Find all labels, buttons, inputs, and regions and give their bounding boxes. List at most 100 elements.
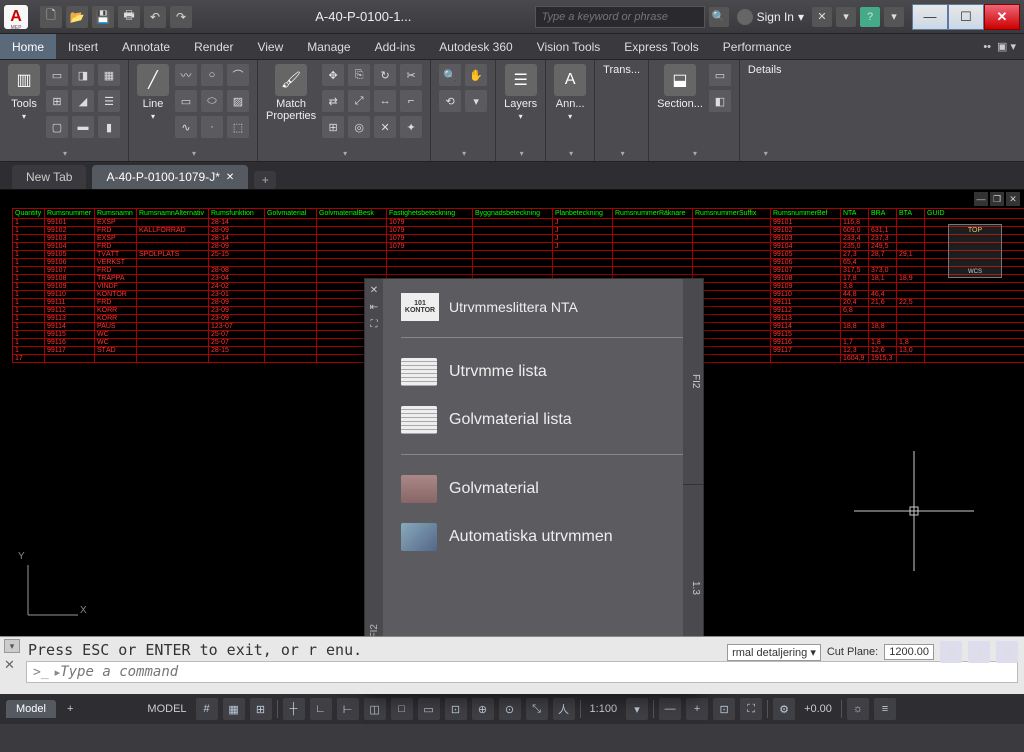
layout-add-icon[interactable]: + — [67, 703, 73, 715]
tab-expresstools[interactable]: Express Tools — [612, 34, 710, 59]
trim-icon[interactable]: ✂ — [400, 64, 422, 86]
sb-grid-icon[interactable]: # — [196, 698, 218, 720]
maximize-button[interactable]: ☐ — [948, 4, 984, 30]
sb-qp-icon[interactable]: ⊙ — [499, 698, 521, 720]
palette-item-golvmaterial[interactable]: Golvmaterial — [401, 465, 689, 513]
line-button[interactable]: ╱ Line ▾ — [137, 64, 169, 121]
qat-redo-icon[interactable]: ↷ — [170, 6, 192, 28]
sb-dynamic-icon[interactable]: ┼ — [283, 698, 305, 720]
details-button[interactable]: Details — [748, 64, 782, 76]
qat-undo-icon[interactable]: ↶ — [144, 6, 166, 28]
cmd-icon-2[interactable]: ◈ — [968, 641, 990, 663]
qat-new-icon[interactable]: 🗋 — [40, 6, 62, 28]
tab-manage[interactable]: Manage — [295, 34, 362, 59]
modelspace-label[interactable]: MODEL — [143, 703, 190, 715]
palette-tab-fi2[interactable]: FI2 — [683, 279, 703, 485]
polyline-icon[interactable]: 〰 — [175, 64, 197, 86]
stayconnected-icon[interactable]: ▾ — [836, 7, 856, 27]
palette-expand-icon[interactable]: ⛶ — [371, 319, 378, 330]
scale-label[interactable]: 1:100 — [586, 703, 622, 715]
sb-snap-icon[interactable]: ▦ — [223, 698, 245, 720]
ribbon-minimize-icon[interactable]: ▣ ▾ — [997, 40, 1016, 53]
views-icon[interactable]: ▾ — [465, 90, 487, 112]
matchprops-button[interactable]: 🖌 Match Properties — [266, 64, 316, 122]
elevation-label[interactable]: +0.00 — [800, 703, 836, 715]
panel-trans-label[interactable] — [603, 146, 640, 159]
qat-print-icon[interactable]: 🖶 — [118, 6, 140, 28]
circle-icon[interactable]: ○ — [201, 64, 223, 86]
wall-icon[interactable]: ▭ — [46, 64, 68, 86]
detail-level-dropdown[interactable]: rmal detaljering ▾ — [727, 644, 821, 661]
tools-button[interactable]: ▥ Tools ▾ — [8, 64, 40, 121]
copy-icon[interactable]: ⎘ — [348, 64, 370, 86]
explode-icon[interactable]: ✦ — [400, 116, 422, 138]
tab-insert[interactable]: Insert — [56, 34, 110, 59]
cmd-close-icon[interactable]: ✕ — [4, 657, 15, 673]
signin-button[interactable]: Sign In ▾ — [737, 9, 804, 25]
model-tab[interactable]: Model — [6, 700, 56, 718]
qat-open-icon[interactable]: 📂 — [66, 6, 88, 28]
door-icon[interactable]: ◨ — [72, 64, 94, 86]
hatch-icon[interactable]: ▨ — [227, 90, 249, 112]
sb-3dosnap-icon[interactable]: □ — [391, 698, 413, 720]
mdi-close-icon[interactable]: ✕ — [1006, 192, 1020, 206]
minimize-button[interactable]: — — [912, 4, 948, 30]
search-icon[interactable]: 🔍 — [709, 7, 729, 27]
command-input[interactable] — [60, 664, 1017, 680]
sect-icon[interactable]: ◧ — [709, 90, 731, 112]
sb-osnap-icon[interactable]: ◫ — [364, 698, 386, 720]
palette-close-icon[interactable]: ✕ — [370, 285, 378, 296]
cmd-icon-1[interactable]: ⊞ — [940, 641, 962, 663]
sb-custom-icon[interactable]: ≡ — [874, 698, 896, 720]
stretch-icon[interactable]: ↔ — [374, 90, 396, 112]
roof-icon[interactable]: ◢ — [72, 90, 94, 112]
arc-icon[interactable]: ⌒ — [227, 64, 249, 86]
scale-icon[interactable]: ⤢ — [348, 90, 370, 112]
tab-annotate[interactable]: Annotate — [110, 34, 182, 59]
elev-icon[interactable]: ▭ — [709, 64, 731, 86]
sb-otrack-icon[interactable]: ▭ — [418, 698, 440, 720]
sb-tpy-icon[interactable]: ⊕ — [472, 698, 494, 720]
palette-pin-icon[interactable]: ⇤ — [370, 302, 378, 313]
fillet-icon[interactable]: ⌐ — [400, 90, 422, 112]
doctab-new[interactable]: New Tab — [12, 165, 86, 189]
sb-minus-icon[interactable]: — — [659, 698, 681, 720]
sb-plus-icon[interactable]: + — [686, 698, 708, 720]
rotate-icon[interactable]: ↻ — [374, 64, 396, 86]
panel-layers-label[interactable] — [504, 146, 537, 159]
exchange-icon[interactable]: ✕ — [812, 7, 832, 27]
sb-scale-dd-icon[interactable]: ▾ — [626, 698, 648, 720]
panel-details-label[interactable] — [748, 146, 782, 159]
panel-draw-label[interactable] — [137, 146, 249, 159]
doctab-active[interactable]: A-40-P-0100-1079-J* ✕ — [92, 165, 248, 189]
infocenter-search-input[interactable] — [535, 6, 705, 28]
sb-sc-icon[interactable]: ⤡ — [526, 698, 548, 720]
panel-view-label[interactable] — [439, 146, 487, 159]
sb-iso-icon[interactable]: ☼ — [847, 698, 869, 720]
tab-visiontools[interactable]: Vision Tools — [525, 34, 613, 59]
panel-section-label[interactable] — [657, 146, 731, 159]
sb-ortho-icon[interactable]: ∟ — [310, 698, 332, 720]
sb-ws-icon[interactable]: ⊡ — [713, 698, 735, 720]
column-icon[interactable]: ▮ — [98, 116, 120, 138]
array-icon[interactable]: ⊞ — [322, 116, 344, 138]
close-icon[interactable]: ✕ — [226, 172, 234, 183]
close-button[interactable]: ✕ — [984, 4, 1020, 30]
spline-icon[interactable]: ∿ — [175, 116, 197, 138]
ellipse-icon[interactable]: ⬭ — [201, 90, 223, 112]
region-icon[interactable]: ⬚ — [227, 116, 249, 138]
sb-ann-icon[interactable]: 人 — [553, 698, 575, 720]
tab-view[interactable]: View — [245, 34, 295, 59]
panel-modify-label[interactable] — [266, 146, 422, 159]
tab-addins[interactable]: Add-ins — [363, 34, 428, 59]
zoom-icon[interactable]: 🔍 — [439, 64, 461, 86]
cmd-icon-3[interactable]: ⊡ — [996, 641, 1018, 663]
sb-polar-icon[interactable]: ⊢ — [337, 698, 359, 720]
palette-item-utrvmme-lista[interactable]: Utrvmme lista — [401, 348, 689, 396]
sb-lwt-icon[interactable]: ⊡ — [445, 698, 467, 720]
section-button[interactable]: ⬓ Section... — [657, 64, 703, 110]
palette-item-auto-utrvmmen[interactable]: Automatiska utrvmmen — [401, 513, 689, 561]
cmd-recent-icon[interactable]: ▾ — [4, 639, 20, 653]
move-icon[interactable]: ✥ — [322, 64, 344, 86]
layers-button[interactable]: ☰ Layers ▾ — [504, 64, 537, 121]
